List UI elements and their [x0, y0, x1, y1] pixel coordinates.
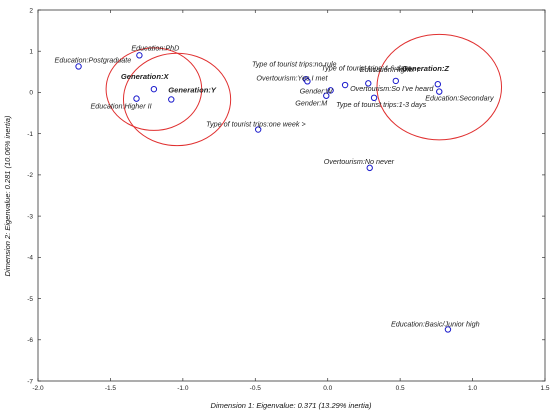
y-tick-label: -6: [27, 337, 33, 344]
group-circle: [376, 33, 503, 141]
x-tick-label: 0.0: [323, 385, 332, 392]
y-tick-label: -3: [27, 213, 33, 220]
plot-frame: [37, 9, 546, 382]
data-point: [370, 94, 378, 102]
data-point: [133, 95, 140, 102]
data-point: [365, 80, 372, 87]
data-point: [327, 87, 334, 94]
data-point: [341, 81, 349, 89]
point-label: Type of tourist trips:4-6 days: [321, 63, 412, 72]
point-label: Education:Postgraduate: [55, 55, 132, 64]
point-label: Type of tourist trips:no rule: [252, 59, 337, 68]
data-point: [323, 92, 330, 99]
point-label: Generation:Z: [402, 64, 450, 73]
x-tick-label: 0.5: [396, 385, 405, 392]
group-circle: [122, 52, 232, 147]
point-label: Overtourism:So I've heard: [350, 84, 434, 93]
data-point: [75, 63, 82, 70]
x-axis-ticks: -2.0 -1.5 -1.0 -0.5 0.0 0.5 1.0 1.5: [32, 10, 550, 392]
y-axis-ticks: 2 1 0 -1 -2 -3 -4 -5 -6 -7: [27, 7, 545, 385]
y-tick-label: 0: [29, 90, 33, 97]
y-tick-label: -4: [27, 255, 33, 262]
data-point: [436, 88, 443, 95]
y-tick-label: -7: [27, 378, 33, 385]
point-label: Gender:W: [300, 86, 334, 95]
point-label: Education:Higher II: [91, 102, 152, 111]
point-label: Education:Higher I: [360, 65, 419, 74]
point-label: Education:Basic/Junior high: [391, 319, 480, 328]
data-point: [366, 164, 373, 172]
data-point: [392, 77, 399, 85]
point-label: Type of tourist trips:one week >: [206, 120, 306, 129]
x-tick-label: 1.5: [540, 385, 549, 392]
point-label: Overtourism:No never: [324, 157, 395, 166]
x-tick-label: -0.5: [250, 385, 262, 392]
data-point: [304, 78, 311, 85]
point-labels: Education:PhD Education:Postgraduate Gener…: [55, 43, 494, 328]
point-label: Education:PhD: [131, 43, 179, 52]
group-circles: [105, 33, 503, 147]
x-tick-label: 1.0: [468, 385, 477, 392]
y-tick-label: -5: [27, 296, 33, 303]
x-tick-label: -1.5: [105, 385, 117, 392]
data-point: [254, 126, 262, 133]
data-point: [136, 52, 143, 59]
y-tick-label: -2: [27, 172, 33, 179]
point-label: Gender:M: [295, 99, 327, 108]
data-point: [168, 96, 175, 103]
x-axis-title: Dimension 1: Eigenvalue: 0.371 (13.29% i…: [211, 401, 372, 410]
point-label: Type of tourist trips:1-3 days: [336, 100, 427, 109]
y-axis-title: Dimension 2: Eigenvalue: 0.281 (10.06% i…: [3, 115, 12, 276]
x-tick-label: -1.0: [177, 385, 189, 392]
point-label: Generation:Y: [168, 85, 217, 94]
group-circle: [105, 47, 203, 131]
x-tick-label: -2.0: [32, 385, 44, 392]
data-point: [150, 85, 158, 93]
data-point: [444, 326, 452, 333]
y-tick-label: 1: [29, 49, 33, 56]
point-label: Generation:X: [121, 72, 170, 81]
point-label: Overtourism:Yes I met: [256, 73, 328, 82]
data-points: [75, 52, 452, 333]
data-point: [434, 81, 442, 88]
y-tick-label: -1: [27, 131, 33, 138]
y-tick-label: 2: [29, 7, 33, 14]
point-label: Education:Secondary: [425, 94, 494, 103]
